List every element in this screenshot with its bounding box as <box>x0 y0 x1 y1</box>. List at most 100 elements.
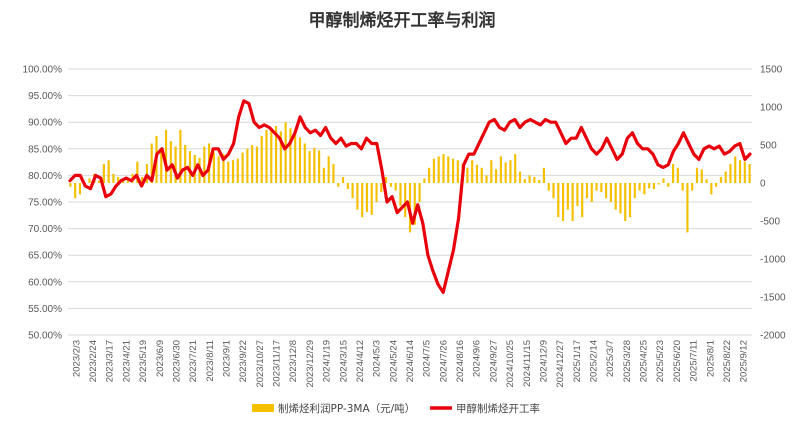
x-tick-label: 2024/6/14 <box>405 340 416 382</box>
profit-bar <box>514 154 517 183</box>
profit-bar <box>475 164 479 183</box>
profit-bar <box>485 175 488 183</box>
profit-bar <box>164 129 168 183</box>
x-tick-label: 2023/10/27 <box>255 340 266 388</box>
x-tick-label: 2025/8/1 <box>705 340 716 377</box>
x-tick-label: 2024/12/9 <box>538 340 549 382</box>
profit-bar <box>303 143 306 183</box>
profit-bar <box>404 183 407 218</box>
left-tick-label: 95.00% <box>28 91 62 102</box>
x-tick-label: 2023/7/21 <box>188 340 199 382</box>
profit-bar <box>432 158 435 183</box>
profit-bar <box>643 183 646 195</box>
profit-bar <box>710 183 713 195</box>
x-tick-label: 2024/11/15 <box>522 340 533 387</box>
left-tick-label: 90.00% <box>28 118 62 129</box>
profit-bar <box>581 183 584 218</box>
profit-bar <box>141 176 144 183</box>
profit-bar <box>107 160 110 183</box>
profit-bar <box>585 183 589 199</box>
profit-bar <box>509 160 512 183</box>
profit-bar <box>289 128 292 183</box>
x-tick-label: 2025/1/17 <box>572 340 583 382</box>
profit-bar <box>686 183 689 233</box>
operating-rate-line <box>68 99 752 294</box>
x-tick-label: 2024/9/6 <box>472 340 483 377</box>
profit-bar <box>385 176 388 183</box>
profit-bar <box>298 137 302 183</box>
x-tick-label: 2023/12/29 <box>305 340 316 388</box>
profit-bar <box>294 131 297 183</box>
profit-bar <box>561 183 565 221</box>
profit-bar <box>184 145 187 183</box>
profit-bar <box>528 175 531 183</box>
x-tick-label: 2024/9/27 <box>488 340 499 382</box>
profit-bar <box>380 183 383 193</box>
profit-bar <box>480 167 483 183</box>
x-tick-label: 2025/7/11 <box>689 340 700 382</box>
x-tick-label: 2024/7/26 <box>438 340 449 382</box>
profit-bar <box>251 145 254 183</box>
profit-bar <box>270 128 273 183</box>
x-tick-label: 2023/6/9 <box>155 340 166 377</box>
profit-bar <box>447 156 450 183</box>
left-tick-label: 85.00% <box>28 144 62 155</box>
profit-bar <box>748 164 751 183</box>
profit-bar <box>102 164 105 183</box>
x-tick-label: 2025/8/22 <box>722 340 733 382</box>
profit-bar <box>542 167 546 183</box>
right-tick-label: 1000 <box>760 103 783 114</box>
right-tick-label: -1000 <box>760 255 786 266</box>
profit-bar <box>212 152 215 183</box>
profit-bar <box>605 183 608 199</box>
x-tick-label: 2024/3/15 <box>338 340 349 382</box>
right-axis: -2000 -1500 -1000 -500 0 500 1000 1500 <box>760 65 786 342</box>
profit-bar <box>609 183 612 202</box>
profit-bar <box>203 146 206 183</box>
profit-bar <box>136 161 139 183</box>
left-tick-label: 55.00% <box>28 304 62 315</box>
profit-bar <box>351 183 354 199</box>
x-tick-label: 2024/8/16 <box>455 340 466 382</box>
left-tick-label: 65.00% <box>28 251 62 262</box>
profit-bar <box>437 156 440 183</box>
profit-bar <box>700 169 703 183</box>
profit-bar <box>538 179 541 183</box>
profit-bar <box>495 169 498 183</box>
profit-bar <box>169 141 172 183</box>
profit-bar <box>227 161 230 183</box>
x-tick-label: 2025/3/7 <box>605 340 616 377</box>
profit-bar <box>112 173 115 183</box>
profit-bar <box>423 178 426 183</box>
profit-bar <box>648 183 651 189</box>
profit-bar <box>265 129 268 183</box>
profit-bar <box>356 183 359 210</box>
profit-bar <box>552 183 555 199</box>
profit-bar <box>236 158 239 183</box>
x-tick-label: 2023/9/22 <box>238 340 249 382</box>
x-tick-label: 2023/9/1 <box>221 340 232 377</box>
profit-bar <box>126 180 129 183</box>
operating-rate-line-group <box>68 99 752 294</box>
x-tick-label: 2023/2/24 <box>88 340 99 382</box>
profit-bar <box>375 183 378 202</box>
profit-bar <box>499 156 502 183</box>
profit-bar <box>471 160 474 183</box>
profit-bar <box>74 183 77 199</box>
profit-bar <box>576 183 579 206</box>
profit-bar <box>88 178 91 183</box>
profit-bar <box>337 183 340 187</box>
x-tick-label: 2024/5/3 <box>372 340 383 377</box>
profit-bar <box>451 158 455 183</box>
profit-bar <box>78 183 82 195</box>
profit-bar <box>652 183 656 190</box>
profit-bar <box>413 183 416 225</box>
profit-bar <box>69 183 72 187</box>
profit-bar <box>145 164 148 183</box>
profit-bar <box>389 183 392 187</box>
x-tick-label: 2025/6/20 <box>672 340 683 382</box>
x-tick-label: 2023/11/17 <box>272 340 283 387</box>
profit-bar <box>394 183 397 191</box>
legend-label-line: 甲醇制烯烃开工率 <box>456 402 540 415</box>
profit-bar <box>361 183 364 218</box>
